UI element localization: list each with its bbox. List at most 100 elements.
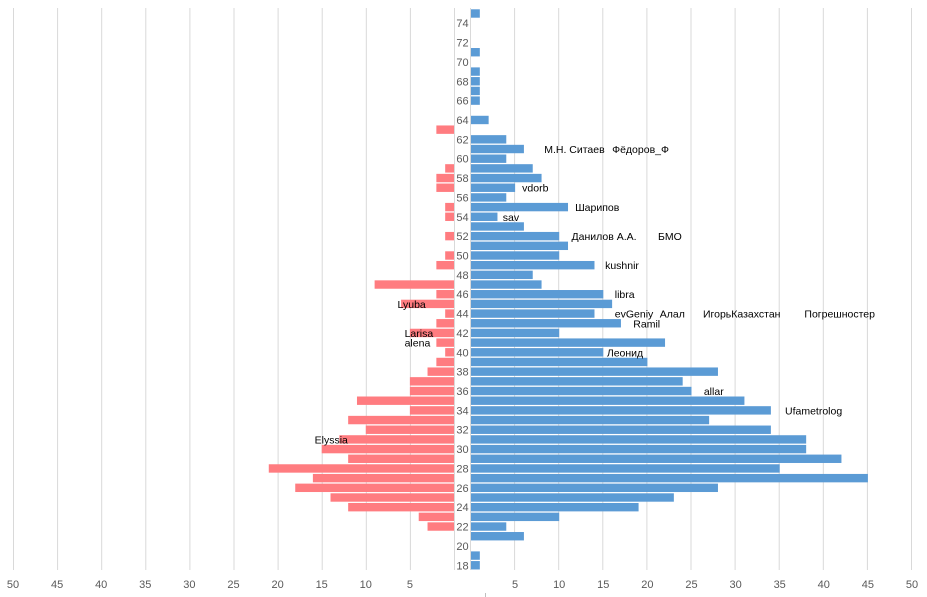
bar-right-age-48 [471, 270, 533, 280]
x-tick-left-30: 30 [183, 579, 195, 591]
annotation-2: vdorb [522, 183, 548, 195]
age-label-62: 62 [456, 134, 468, 146]
x-tick-right-5: 5 [512, 579, 518, 591]
annotation-3: Шарипов [575, 202, 620, 214]
bar-right-age-47 [471, 280, 542, 289]
bar-left-age-23 [418, 512, 454, 522]
annotation-19: alena [405, 338, 431, 350]
bar-right-age-59 [471, 164, 533, 173]
bar-right-age-61 [471, 144, 524, 154]
bar-right-age-38 [471, 367, 718, 376]
bar-right-age-24 [471, 502, 639, 512]
x-axis-tick-labels: 5 5 10 10 15 15 20 20 25 25 30 30 35 35 40 40 45 45 50 50 [7, 579, 918, 597]
age-label-52: 52 [456, 231, 468, 243]
bar-right-age-30 [471, 444, 807, 454]
annotation-5: Данилов А.А. [572, 231, 637, 243]
bar-left-age-52 [445, 231, 454, 241]
age-label-26: 26 [456, 483, 468, 495]
bar-right-age-42 [471, 328, 560, 338]
bar-left-age-27 [312, 473, 454, 483]
bar-left-age-59 [445, 164, 454, 173]
bar-right-age-37 [471, 377, 683, 386]
bar-right-age-33 [471, 415, 710, 425]
age-label-40: 40 [456, 347, 468, 359]
bar-right-age-29 [471, 454, 842, 463]
age-label-64: 64 [456, 115, 468, 127]
bar-left-age-36 [409, 386, 454, 396]
bar-left-age-29 [348, 454, 454, 463]
age-label-36: 36 [456, 386, 468, 398]
bar-right-age-39 [471, 357, 648, 367]
age-label-54: 54 [456, 212, 468, 224]
bar-right-age-25 [471, 493, 674, 502]
x-tick-left-35: 35 [139, 579, 151, 591]
bar-right-age-52 [471, 231, 560, 241]
annotation-20: Elyssia [315, 434, 348, 446]
age-label-30: 30 [456, 444, 468, 456]
annotation-13: Ramil [633, 318, 660, 330]
age-label-22: 22 [456, 522, 468, 534]
bar-left-age-38 [427, 367, 454, 376]
bar-left-age-63 [436, 125, 454, 134]
bar-right-age-43 [471, 319, 621, 328]
annotation-15: allar [704, 386, 724, 398]
age-label-32: 32 [456, 425, 468, 437]
bar-right-age-19 [471, 551, 480, 560]
x-tick-right-20: 20 [641, 579, 653, 591]
bar-left-age-30 [321, 444, 454, 454]
age-axis-labels: 74 72 70 68 66 64 62 60 58 56 54 52 50 48 46 44 42 40 38 36… [456, 18, 468, 572]
x-tick-right-10: 10 [553, 579, 565, 591]
bar-right-age-28 [471, 464, 780, 473]
bar-left-age-22 [427, 522, 454, 531]
left-series-bars [268, 125, 454, 531]
bar-left-age-31 [339, 435, 454, 444]
bar-right-age-68 [471, 77, 480, 86]
bar-right-age-60 [471, 154, 507, 163]
annotation-11: ИгорьКазахстан [703, 309, 781, 321]
age-label-20: 20 [456, 541, 468, 553]
annotation-10: Алал [660, 309, 685, 321]
age-label-70: 70 [456, 57, 468, 69]
bar-left-age-32 [365, 425, 454, 434]
bar-right-age-44 [471, 309, 595, 318]
bar-right-age-49 [471, 260, 595, 270]
age-label-56: 56 [456, 192, 468, 204]
age-label-58: 58 [456, 173, 468, 185]
x-tick-left-45: 45 [51, 579, 63, 591]
bar-right-age-32 [471, 425, 771, 434]
bar-left-age-42 [409, 328, 454, 338]
bar-right-age-34 [471, 406, 771, 415]
annotation-18: Larisa [405, 328, 434, 340]
x-tick-left-50: 50 [7, 579, 19, 591]
bar-left-age-28 [268, 464, 454, 473]
bar-right-age-23 [471, 512, 560, 522]
bar-left-age-50 [445, 251, 454, 260]
bar-right-age-64 [471, 115, 489, 125]
bar-right-age-54 [471, 212, 498, 221]
x-tick-right-30: 30 [729, 579, 741, 591]
bar-right-age-69 [471, 67, 480, 76]
bar-right-age-41 [471, 338, 666, 347]
bar-left-age-25 [330, 493, 454, 502]
annotation-1: Фёдоров_Ф [612, 144, 669, 156]
bar-right-age-46 [471, 290, 604, 299]
annotation-0: М.Н. Ситаев [544, 144, 605, 156]
bar-left-age-34 [409, 406, 454, 415]
bar-right-age-27 [471, 473, 868, 483]
bar-left-age-55 [445, 202, 454, 212]
age-label-42: 42 [456, 328, 468, 340]
bar-right-age-31 [471, 435, 807, 444]
x-tick-right-25: 25 [685, 579, 697, 591]
bar-left-age-35 [356, 396, 454, 405]
bar-left-age-41 [436, 338, 454, 347]
x-tick-left-5: 5 [407, 579, 413, 591]
bar-right-age-55 [471, 202, 569, 212]
bar-right-age-53 [471, 222, 524, 231]
bar-left-age-47 [374, 280, 454, 289]
age-label-38: 38 [456, 367, 468, 379]
x-tick-left-20: 20 [271, 579, 283, 591]
x-tick-left-10: 10 [360, 579, 372, 591]
bar-right-age-35 [471, 396, 745, 405]
bar-right-age-71 [471, 48, 480, 57]
